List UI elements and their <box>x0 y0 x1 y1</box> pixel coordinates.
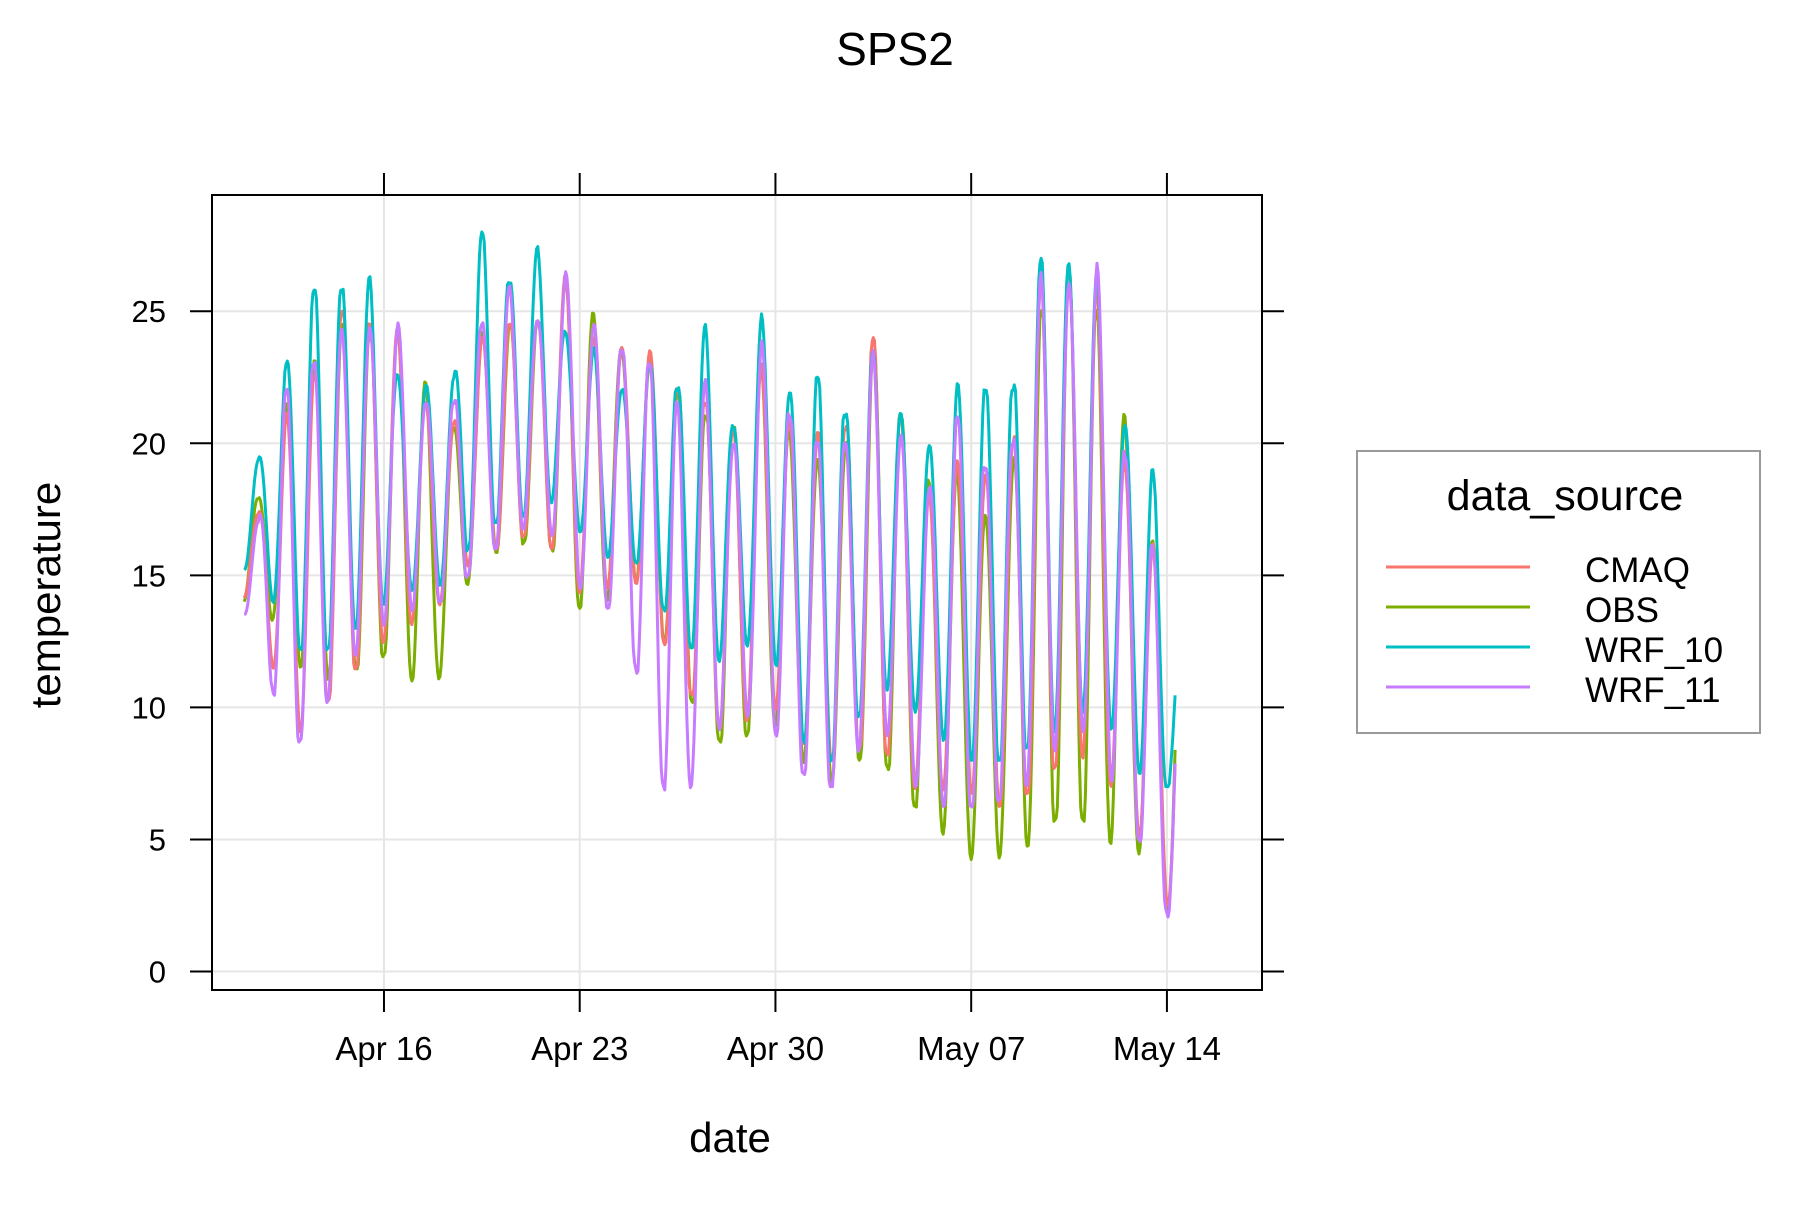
series-layer <box>242 230 1177 919</box>
legend-label-cmaq: CMAQ <box>1585 551 1690 590</box>
y-tick-label: 15 <box>132 558 166 593</box>
x-tick-label: Apr 16 <box>335 1030 432 1067</box>
y-axis-label: temperature <box>22 482 69 708</box>
x-tick-label: May 07 <box>917 1030 1025 1067</box>
x-tick-label: May 14 <box>1113 1030 1221 1067</box>
x-tick-label: Apr 23 <box>531 1030 628 1067</box>
y-tick-label: 0 <box>149 955 166 990</box>
y-tick-label: 10 <box>132 690 166 725</box>
legend-label-obs: OBS <box>1585 591 1659 630</box>
x-tick-label: Apr 30 <box>727 1030 824 1067</box>
chart-title: SPS2 <box>836 23 954 75</box>
legend-label-wrf-10: WRF_10 <box>1585 631 1723 670</box>
y-tick-label: 5 <box>149 822 166 857</box>
y-tick-label: 20 <box>132 426 166 461</box>
plot-frame <box>211 194 1263 991</box>
y-tick-label: 25 <box>132 294 166 329</box>
legend-title: data_source <box>1447 472 1684 520</box>
series-line-wrf-11 <box>243 261 1177 919</box>
x-axis: Apr 16 Apr 23 Apr 30 May 07 May 14 <box>335 173 1221 1067</box>
y-axis: 0 5 10 15 20 25 <box>132 294 1284 990</box>
x-axis-label: date <box>689 1114 771 1161</box>
legend-label-wrf-11: WRF_11 <box>1585 671 1721 710</box>
